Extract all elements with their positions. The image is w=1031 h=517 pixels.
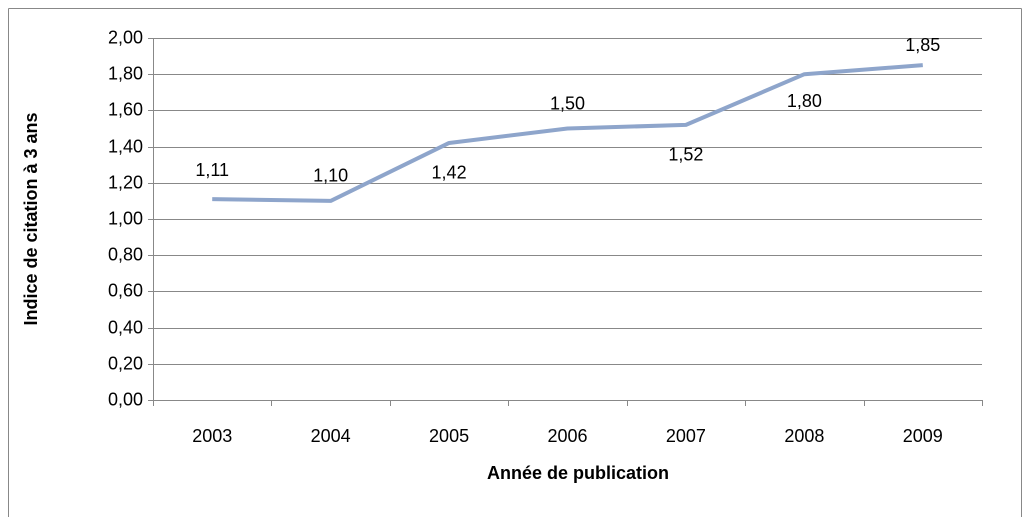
- x-tick-label: 2004: [311, 426, 351, 446]
- x-tick-label: 2007: [666, 426, 706, 446]
- data-label: 1,52: [668, 145, 703, 165]
- data-label: 1,85: [905, 35, 940, 55]
- y-tick-label: 0,20: [108, 353, 143, 373]
- y-tick-label: 0,40: [108, 317, 143, 337]
- y-tick-label: 0,60: [108, 280, 143, 300]
- x-tick-label: 2008: [784, 426, 824, 446]
- y-tick-label: 1,00: [108, 208, 143, 228]
- data-label: 1,11: [195, 160, 229, 180]
- x-axis-title: Année de publication: [487, 463, 669, 483]
- data-line: [212, 63, 923, 203]
- data-label: 1,42: [432, 163, 467, 183]
- data-label: 1,10: [313, 166, 348, 186]
- y-axis-title: Indice de citation à 3 ans: [21, 112, 41, 325]
- y-tick-label: 1,60: [108, 99, 143, 119]
- y-tick-label: 0,80: [108, 244, 143, 264]
- y-tick-label: 1,20: [108, 172, 143, 192]
- x-tick-label: 2003: [192, 426, 232, 446]
- data-label: 1,80: [787, 91, 822, 111]
- x-tick-label: 2006: [547, 426, 587, 446]
- y-tick-label: 2,00: [108, 27, 143, 47]
- x-tick-label: 2005: [429, 426, 469, 446]
- y-tick-label: 0,00: [108, 389, 143, 409]
- y-tick-label: 1,40: [108, 136, 143, 156]
- y-tick-label: 1,80: [108, 63, 143, 83]
- x-tick-label: 2009: [903, 426, 943, 446]
- data-label: 1,50: [550, 93, 585, 113]
